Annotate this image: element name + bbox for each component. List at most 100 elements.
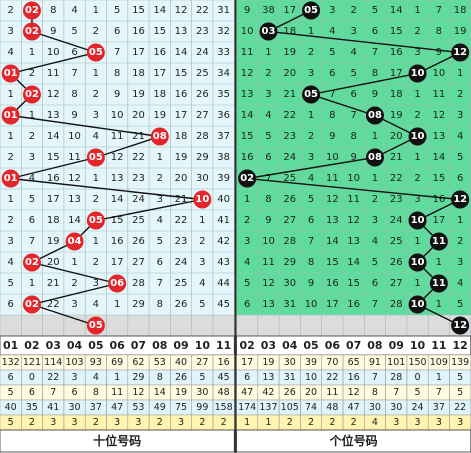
omission-count: 9 bbox=[50, 26, 56, 37]
stat-value: 48 bbox=[218, 387, 230, 398]
hit-ball bbox=[408, 295, 427, 314]
stat-value: 103 bbox=[65, 357, 83, 368]
omission-count: 2 bbox=[29, 131, 35, 142]
omission-count: 4 bbox=[308, 173, 314, 184]
forecast-row bbox=[0, 315, 235, 336]
column-header: 06 bbox=[109, 339, 125, 352]
omission-count: 3 bbox=[7, 26, 13, 37]
omission-count: 28 bbox=[390, 299, 403, 310]
omission-count: 39 bbox=[217, 173, 230, 184]
stat-value: 93 bbox=[90, 357, 102, 368]
hit-ball bbox=[365, 106, 384, 125]
hit-ball bbox=[408, 211, 427, 230]
stat-value: 12 bbox=[132, 387, 144, 398]
hit-ball bbox=[302, 1, 321, 20]
stat-value: 47 bbox=[348, 402, 360, 413]
stat-value: 7 bbox=[393, 387, 399, 398]
omission-count: 23 bbox=[132, 173, 145, 184]
omission-count: 10 bbox=[111, 110, 124, 121]
omission-count: 5 bbox=[457, 152, 463, 163]
stat-value: 3 bbox=[50, 417, 56, 428]
omission-count: 1 bbox=[93, 236, 99, 247]
omission-count: 10 bbox=[262, 236, 275, 247]
omission-count: 2 bbox=[265, 68, 271, 79]
column-header: 06 bbox=[325, 339, 341, 352]
stat-value: 65 bbox=[348, 357, 360, 368]
omission-count: 1 bbox=[414, 89, 420, 100]
omission-count: 8 bbox=[372, 68, 378, 79]
stat-value: 7 bbox=[372, 372, 378, 383]
omission-count: 3 bbox=[7, 236, 13, 247]
omission-count: 4 bbox=[29, 173, 35, 184]
omission-count: 14 bbox=[347, 257, 360, 268]
omission-count: 5 bbox=[244, 278, 250, 289]
omission-count: 34 bbox=[217, 68, 230, 79]
omission-count: 6 bbox=[71, 47, 77, 58]
stat-value: 40 bbox=[5, 402, 17, 413]
omission-count: 8 bbox=[71, 89, 77, 100]
omission-count: 7 bbox=[436, 5, 442, 16]
omission-count: 13 bbox=[241, 89, 254, 100]
omission-count: 2 bbox=[7, 152, 13, 163]
omission-count: 2 bbox=[308, 131, 314, 142]
hit-number: 10 bbox=[411, 68, 425, 79]
stat-value: 17 bbox=[241, 357, 253, 368]
stat-row-bg bbox=[236, 370, 471, 385]
omission-count: 31 bbox=[217, 5, 230, 16]
stat-value: 39 bbox=[305, 357, 317, 368]
omission-count: 40 bbox=[217, 194, 230, 205]
omission-count: 15 bbox=[132, 5, 145, 16]
panel-label: 十位号码 bbox=[93, 433, 141, 448]
omission-count: 3 bbox=[71, 299, 77, 310]
stat-row-bg bbox=[0, 385, 235, 400]
omission-count: 17 bbox=[326, 299, 339, 310]
omission-count: 16 bbox=[241, 152, 254, 163]
column-header: 03 bbox=[46, 339, 61, 352]
omission-count: 26 bbox=[283, 194, 296, 205]
hit-number: 08 bbox=[153, 131, 167, 142]
hit-number: 03 bbox=[261, 26, 275, 37]
stat-value: 8 bbox=[93, 387, 99, 398]
omission-count: 7 bbox=[29, 236, 35, 247]
stat-value: 11 bbox=[111, 387, 123, 398]
omission-count: 8 bbox=[308, 257, 314, 268]
omission-count: 8 bbox=[114, 68, 120, 79]
stat-value: 1 bbox=[265, 417, 271, 428]
omission-count: 7 bbox=[372, 47, 378, 58]
omission-count: 17 bbox=[47, 194, 60, 205]
column-header: 02 bbox=[239, 339, 254, 352]
stat-value: 132 bbox=[2, 357, 20, 368]
omission-count: 12 bbox=[47, 89, 60, 100]
omission-count: 1 bbox=[93, 173, 99, 184]
omission-count: 10 bbox=[241, 26, 254, 37]
stat-value: 22 bbox=[47, 372, 59, 383]
omission-count: 26 bbox=[132, 236, 145, 247]
omission-count: 11 bbox=[347, 194, 360, 205]
omission-count: 6 bbox=[372, 26, 378, 37]
omission-count: 7 bbox=[329, 89, 335, 100]
omission-count: 1 bbox=[29, 110, 35, 121]
omission-count: 45 bbox=[217, 299, 230, 310]
omission-count: 6 bbox=[244, 299, 250, 310]
stat-value: 19 bbox=[175, 387, 187, 398]
omission-count: 3 bbox=[372, 215, 378, 226]
omission-count: 24 bbox=[390, 215, 403, 226]
column-header: 08 bbox=[367, 339, 382, 352]
omission-count: 16 bbox=[132, 26, 145, 37]
omission-count: 23 bbox=[175, 236, 188, 247]
omission-count: 20 bbox=[175, 173, 188, 184]
stat-value: 101 bbox=[387, 357, 405, 368]
omission-count: 3 bbox=[93, 110, 99, 121]
hit-ball bbox=[408, 64, 427, 83]
omission-count: 10 bbox=[68, 131, 81, 142]
stat-value: 1 bbox=[244, 417, 250, 428]
omission-count: 22 bbox=[390, 173, 403, 184]
omission-count: 2 bbox=[93, 89, 99, 100]
hit-number: 02 bbox=[25, 89, 39, 100]
column-header: 09 bbox=[389, 339, 404, 352]
omission-count: 19 bbox=[47, 236, 60, 247]
hit-number: 10 bbox=[411, 257, 425, 268]
omission-count: 26 bbox=[175, 299, 188, 310]
omission-count: 1 bbox=[265, 47, 271, 58]
